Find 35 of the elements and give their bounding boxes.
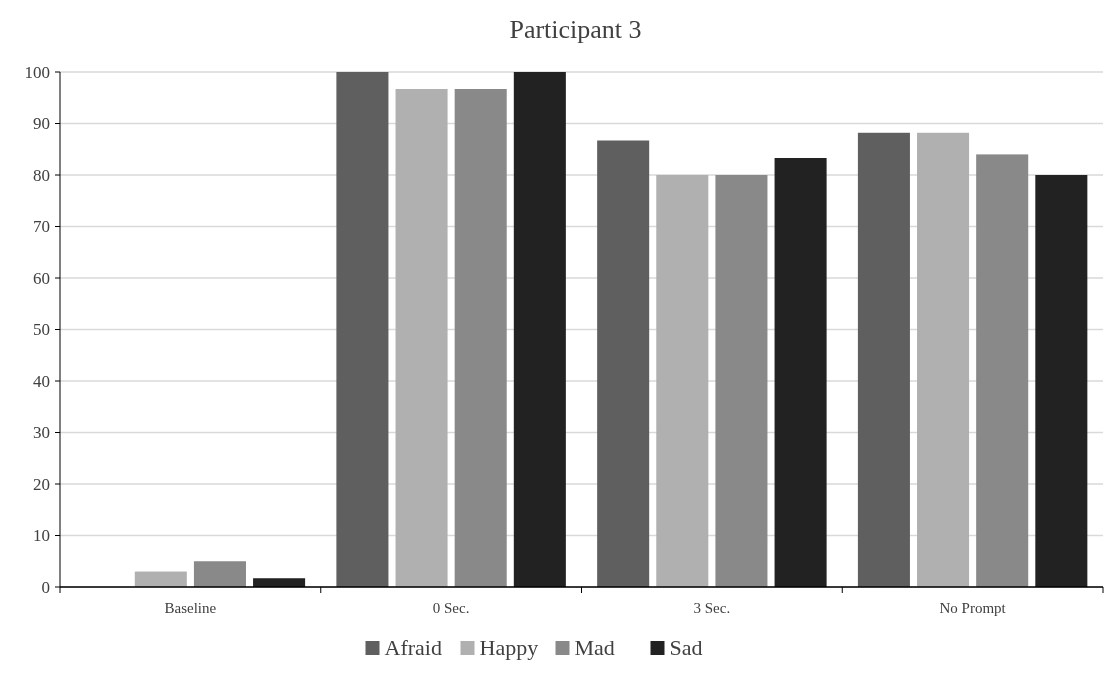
bar (454, 89, 507, 587)
bar (193, 561, 246, 587)
y-tick-label: 0 (41, 577, 50, 597)
bar (857, 132, 910, 587)
y-tick-label: 50 (33, 320, 50, 340)
y-tick-label: 30 (33, 423, 50, 443)
y-tick-label: 70 (33, 217, 50, 237)
bar (917, 132, 970, 587)
bar (715, 175, 768, 587)
y-tick-label: 60 (33, 268, 50, 288)
bar (1035, 175, 1088, 587)
y-tick-label: 90 (33, 114, 50, 134)
y-tick-label: 40 (33, 371, 50, 391)
bar (976, 154, 1029, 587)
bar (774, 158, 827, 587)
y-tick-label: 100 (24, 62, 50, 82)
legend-label: Sad (669, 635, 703, 660)
bar (253, 578, 306, 587)
x-tick-label: No Prompt (939, 600, 1007, 616)
y-tick-label: 80 (33, 165, 50, 185)
x-tick-label: 3 Sec. (693, 600, 731, 616)
legend-label: Happy (479, 635, 539, 660)
bar (395, 89, 448, 587)
legend-label: Afraid (384, 635, 442, 660)
y-tick-label: 20 (33, 474, 50, 494)
bar (134, 571, 187, 587)
x-tick-label: 0 Sec. (432, 600, 470, 616)
chart-title: Participant 3 (509, 15, 642, 44)
x-tick-label: Baseline (164, 600, 217, 616)
bar (513, 72, 566, 587)
y-tick-label: 10 (33, 526, 50, 546)
legend-label: Mad (574, 635, 615, 660)
bar (597, 140, 650, 587)
bar (656, 175, 709, 587)
bar (336, 72, 389, 587)
